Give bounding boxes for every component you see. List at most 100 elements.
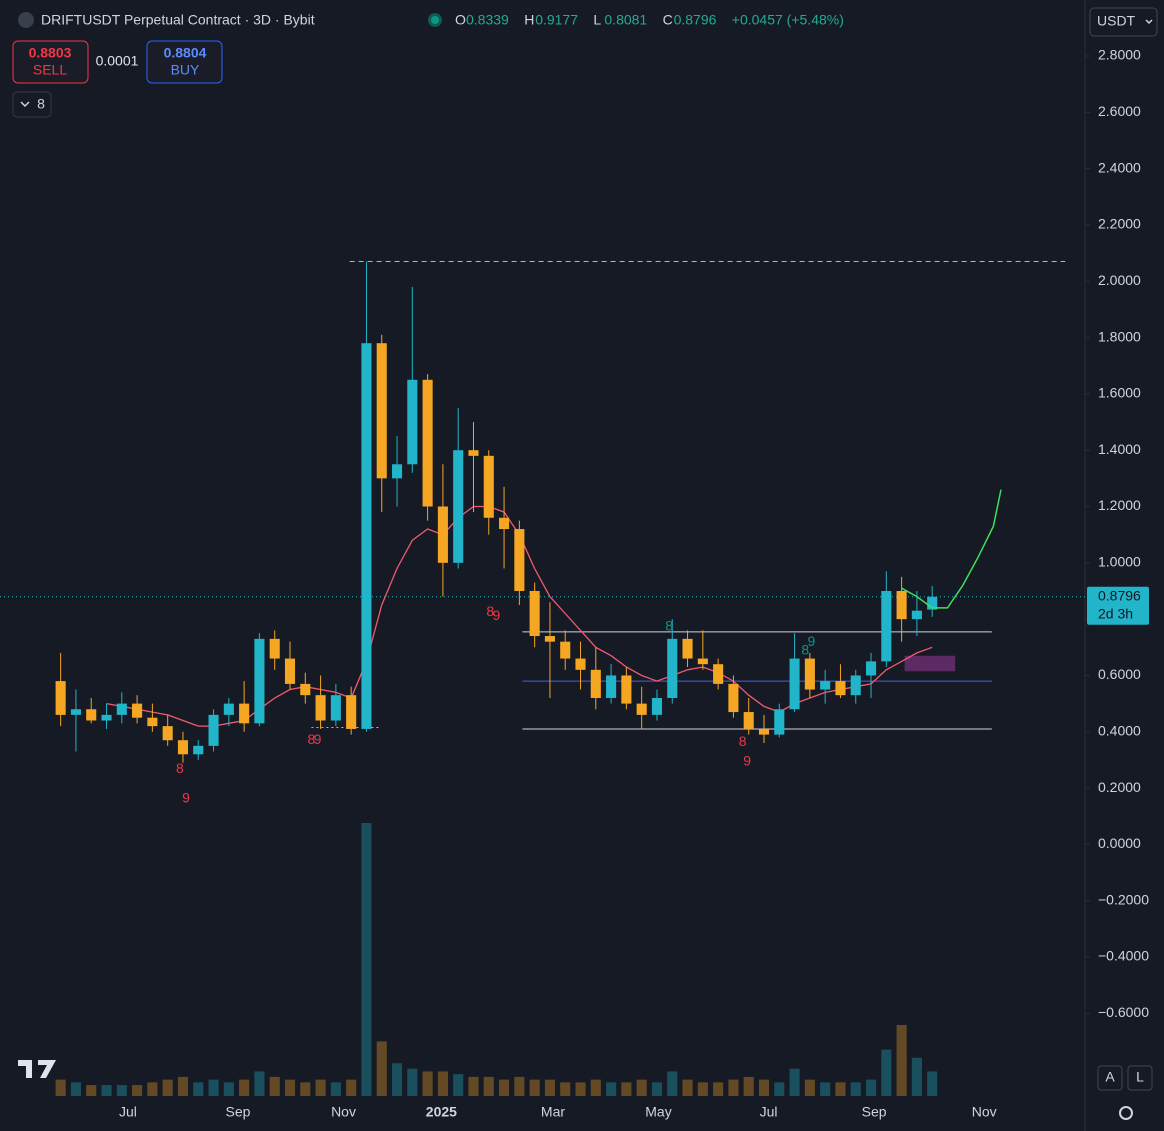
candle-body [376,343,387,479]
projection-line [901,489,1002,609]
volume-bar [101,1085,112,1096]
td-count: 9 [493,607,501,623]
volume-bar [499,1079,510,1096]
candle-body [315,695,326,721]
volume-bar [147,1082,158,1096]
volume-bar [713,1082,724,1096]
volume-bar [330,1082,341,1096]
candle-body [804,658,815,690]
zone [904,655,956,672]
x-tick-label: Jul [760,1104,778,1120]
indicator-count: 8 [37,96,45,112]
candle-body [774,709,785,735]
volume-bar [881,1049,892,1096]
volume-bar [820,1082,831,1096]
candle-body [70,709,81,715]
candle-body [590,669,601,698]
volume-bar [835,1082,846,1096]
candle-body [835,681,846,696]
volume-bar [300,1082,311,1096]
candle-body [147,717,158,727]
candle-body [239,703,250,724]
volume-bar [697,1082,708,1096]
candle-body [865,661,877,676]
candle-body [636,703,647,715]
volume-bar [606,1082,617,1096]
volume-bar [560,1082,571,1096]
candle-body [208,714,219,746]
sell-button[interactable] [12,40,89,84]
td-count: 8 [308,731,316,747]
candle-body [789,658,800,710]
y-tick-label: 2.0000 [1098,272,1141,288]
candle-body [193,745,204,755]
x-tick-label: 2025 [426,1104,457,1120]
price-tag-countdown: 2d 3h [1098,605,1133,621]
symbol-icon[interactable] [18,12,34,28]
log-scale-button[interactable] [1127,1065,1153,1091]
volume-bar [346,1079,357,1096]
candle-body [682,638,693,659]
candle-body [346,695,357,729]
volume-bar [208,1079,219,1096]
buy-price: 0.8804 [164,45,207,61]
y-tick-label: 2.2000 [1098,216,1141,232]
price-tag [1087,586,1149,625]
chart-title[interactable]: DRIFTUSDT Perpetual Contract · 3D · Bybi… [41,12,315,28]
ohlc-key: O [455,12,466,28]
volume-bar [743,1076,754,1096]
ohlc-value: 0.8796 [674,12,717,28]
volume-bar [514,1076,525,1096]
volume-bar [651,1082,663,1096]
currency-select[interactable] [1089,7,1158,37]
volume-bar [453,1074,464,1096]
volume-bar [223,1082,234,1096]
candle-body [743,712,754,729]
volume-bar [927,1071,938,1096]
auto-scale-button[interactable] [1097,1065,1123,1091]
x-tick-label: Sep [862,1104,887,1120]
indicator-toggle[interactable] [12,91,52,118]
volume-bar [269,1076,280,1096]
volume-bar [162,1079,173,1096]
volume-bar [177,1076,189,1096]
buy-label: BUY [171,62,200,78]
y-tick-label: 1.0000 [1098,554,1141,570]
volume-bar [575,1082,586,1096]
candle-body [391,464,403,479]
candle-body [881,590,892,662]
candle-body [651,697,663,715]
volume-bar [667,1071,678,1096]
volume-bar [391,1063,403,1096]
volume-bar [315,1079,326,1096]
sell-price: 0.8803 [29,45,72,61]
volume-bar [239,1079,250,1096]
auto-scale-label: A [1105,1069,1115,1085]
volume-bar [193,1082,204,1096]
candle-body [284,658,296,684]
spread: 0.0001 [96,53,139,69]
candle-body [820,681,831,690]
y-tick-label: 0.2000 [1098,779,1141,795]
buy-button[interactable] [146,40,223,84]
volume-bar [55,1079,66,1096]
y-tick-label: 2.8000 [1098,47,1141,63]
candle-body [896,590,907,620]
candle-body [468,450,479,456]
volume-bar [850,1082,861,1096]
volume-bar [116,1085,127,1096]
volume-bar [254,1071,265,1096]
candle-body [560,641,571,659]
candle-body [101,714,112,721]
volume-bar [774,1082,785,1096]
volume-bar [621,1082,632,1096]
tv-logo[interactable] [18,1060,56,1078]
y-tick-label: 0.6000 [1098,666,1141,682]
volume-bar [758,1079,770,1096]
ohlc-change: +0.0457 (+5.48%) [732,12,844,28]
settings-icon[interactable] [1119,1106,1133,1120]
volume-bar [896,1025,907,1096]
td-count: 8 [739,733,747,749]
y-tick-label: −0.2000 [1098,891,1149,907]
